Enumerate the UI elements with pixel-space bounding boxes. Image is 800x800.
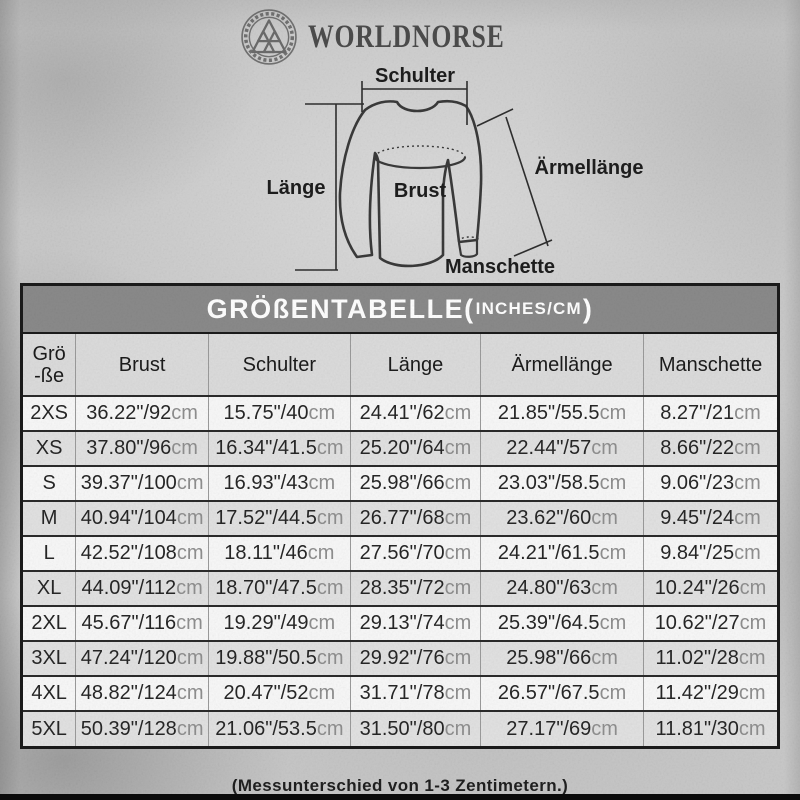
measurement-cell: 20.47"/52cm: [207, 676, 351, 711]
col-header-sleeve: Ärmellänge: [480, 334, 644, 396]
table-row: 3XL 47.24"/120cm 19.88"/50.5cm 29.92"/76cm 2…: [23, 641, 777, 676]
measurement-cell: 24.80"/63cm: [480, 571, 644, 606]
measurement-cell: 22.44"/57cm: [480, 431, 644, 466]
size-cell: 4XL: [31, 682, 67, 704]
col-header-cuff: Manschette: [643, 334, 777, 396]
chest-measure-dashed: [374, 145, 466, 158]
measurement-cell: 17.52"/44.5cm: [207, 501, 351, 536]
col-header-length: Länge: [349, 334, 481, 396]
measurement-cell: 19.88"/50.5cm: [207, 641, 351, 676]
table-row: XS 37.80"/96cm 16.34"/41.5cm 25.20"/64cm 22.…: [23, 431, 777, 466]
table-row: 2XS 36.22"/92cm 15.75"/40cm 24.41"/62cm 21.8…: [23, 396, 777, 431]
size-cell: 5XL: [31, 717, 67, 740]
measurement-cell: 45.67"/116cm: [75, 606, 209, 641]
measurement-cell: 47.24"/120cm: [75, 641, 209, 676]
measurement-cell: 8.66"/22cm: [643, 431, 777, 466]
measurement-cell: 19.29"/49cm: [207, 606, 351, 641]
size-cell: L: [43, 542, 55, 564]
table-row: L 42.52"/108cm 18.11"/46cm 27.56"/70cm 24.21…: [23, 536, 777, 571]
measurement-cell: 29.92"/76cm: [349, 641, 481, 676]
measurement-cell: 25.39"/64.5cm: [480, 606, 644, 641]
table-row: 2XL 45.67"/116cm 19.29"/49cm 29.13"/74cm 25.…: [23, 606, 777, 641]
bottom-black-bar: [0, 794, 800, 800]
measurement-cell: 11.42"/29cm: [643, 676, 777, 711]
measurement-cell: 28.35"/72cm: [349, 571, 481, 606]
diagram-label-length: Länge: [267, 177, 326, 199]
measurement-cell: 31.50"/80cm: [349, 711, 481, 746]
measurement-cell: 27.56"/70cm: [349, 536, 481, 571]
header-row: Grö -ße Brust Schulter Länge Ärmellänge …: [23, 334, 777, 396]
col-header-size: Grö -ße: [23, 334, 76, 396]
measurement-cell: 11.81"/30cm: [643, 711, 777, 746]
shirt-measurement-diagram: Schulter Länge Brust Ärmellänge Manschet…: [267, 65, 644, 278]
diagram-label-shoulder: Schulter: [375, 65, 455, 87]
measurement-cell: 21.06"/53.5cm: [207, 711, 351, 746]
measurement-cell: 44.09"/112cm: [75, 571, 209, 606]
measurement-note: (Messunterschied von 1-3 Zentimetern.): [231, 776, 569, 795]
size-cell: 2XS: [30, 402, 69, 424]
size-cell: 2XL: [31, 612, 67, 634]
cuff-solid: [457, 241, 479, 258]
col-header-shoulder: Schulter: [207, 334, 351, 396]
table-row: S 39.37"/100cm 16.93"/43cm 25.98"/66cm 23.03…: [23, 466, 777, 501]
size-cell: XS: [35, 437, 63, 459]
measurement-cell: 39.37"/100cm: [75, 466, 209, 501]
table-row: 4XL 48.82"/124cm 20.47"/52cm 31.71"/78cm 26.…: [23, 676, 777, 711]
table-title-close: ): [582, 293, 594, 324]
size-cell: 3XL: [31, 647, 67, 669]
measurement-cell: 9.84"/25cm: [643, 536, 777, 571]
measurement-cell: 18.11"/46cm: [207, 536, 351, 571]
measurement-cell: 25.98"/66cm: [480, 641, 644, 676]
measurement-cell: 15.75"/40cm: [207, 396, 351, 431]
chest-measure-solid: [373, 156, 467, 170]
table-title-banner: GRÖßENTABELLE(INCHES/CM): [23, 286, 777, 334]
measurement-cell: 16.93"/43cm: [207, 466, 351, 501]
size-table: Grö -ße Brust Schulter Länge Ärmellänge …: [23, 334, 777, 746]
measurement-cell: 40.94"/104cm: [75, 501, 209, 536]
table-row: 5XL 50.39"/128cm 21.06"/53.5cm 31.50"/80cm 2…: [23, 711, 777, 746]
measurement-cell: 25.98"/66cm: [349, 466, 481, 501]
measurement-cell: 23.03"/58.5cm: [480, 466, 644, 501]
measurement-cell: 9.06"/23cm: [643, 466, 777, 501]
measurement-cell: 31.71"/78cm: [349, 676, 481, 711]
measurement-cell: 37.80"/96cm: [75, 431, 209, 466]
brand-name: WORLDNORSE: [307, 18, 505, 55]
measurement-cell: 24.21"/61.5cm: [480, 536, 644, 571]
diagram-label-sleeve: Ärmellänge: [535, 156, 644, 179]
measurement-cell: 27.17"/69cm: [480, 711, 644, 746]
diagram-label-chest: Brust: [394, 180, 447, 202]
size-table-panel: GRÖßENTABELLE(INCHES/CM) Grö -ße Brust S…: [20, 283, 780, 749]
size-cell: XL: [36, 577, 62, 599]
measurement-cell: 26.57"/67.5cm: [480, 676, 644, 711]
measurement-cell: 36.22"/92cm: [75, 396, 209, 431]
measurement-cell: 11.02"/28cm: [643, 641, 777, 676]
sleeve-measure-lines: [476, 108, 553, 257]
table-row: M 40.94"/104cm 17.52"/44.5cm 26.77"/68cm 23.…: [23, 501, 777, 536]
size-cell: M: [40, 507, 58, 529]
measurement-cell: 48.82"/124cm: [75, 676, 209, 711]
measurement-cell: 50.39"/128cm: [75, 711, 209, 746]
measurement-cell: 10.24"/26cm: [643, 571, 777, 606]
measurement-cell: 24.41"/62cm: [349, 396, 481, 431]
table-title-units: INCHES/CM: [475, 299, 582, 318]
measurement-cell: 18.70"/47.5cm: [207, 571, 351, 606]
measurement-cell: 9.45"/24cm: [643, 501, 777, 536]
table-title: GRÖßENTABELLE(: [206, 293, 475, 324]
measurement-cell: 23.62"/60cm: [480, 501, 644, 536]
measurement-cell: 42.52"/108cm: [75, 536, 209, 571]
measurement-cell: 29.13"/74cm: [349, 606, 481, 641]
diagram-label-cuff: Manschette: [445, 256, 555, 278]
measurement-cell: 25.20"/64cm: [349, 431, 481, 466]
size-cell: S: [42, 472, 56, 494]
measurement-cell: 16.34"/41.5cm: [207, 431, 351, 466]
col-header-chest: Brust: [75, 334, 209, 396]
measurement-cell: 26.77"/68cm: [349, 501, 481, 536]
measurement-cell: 10.62"/27cm: [643, 606, 777, 641]
measurement-cell: 8.27"/21cm: [643, 396, 777, 431]
table-row: XL 44.09"/112cm 18.70"/47.5cm 28.35"/72cm 24…: [23, 571, 777, 606]
measurement-cell: 21.85"/55.5cm: [480, 396, 644, 431]
